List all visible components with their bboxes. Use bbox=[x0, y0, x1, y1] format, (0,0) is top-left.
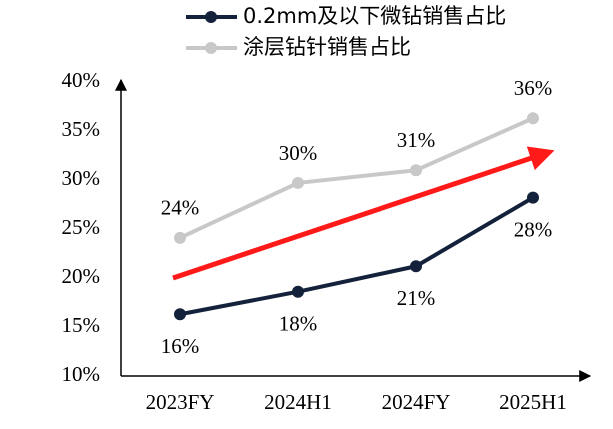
legend-label-1: 0.2mm及以下微钻销售占比 bbox=[243, 4, 506, 28]
data-label-series-1: 21% bbox=[397, 286, 436, 310]
data-label-series-1: 28% bbox=[514, 217, 553, 241]
data-point-series-1 bbox=[410, 260, 422, 273]
data-point-series-2 bbox=[410, 164, 422, 177]
y-tick-label: 10% bbox=[62, 362, 101, 386]
x-tick-label: 2024FY bbox=[382, 390, 451, 414]
series-line-2 bbox=[179, 116, 534, 240]
data-label-series-2: 30% bbox=[279, 141, 318, 165]
legend-label-2: 涂层钻针销售占比 bbox=[243, 35, 411, 59]
y-tick-label: 40% bbox=[62, 68, 101, 92]
x-tick-label: 2024H1 bbox=[264, 390, 332, 414]
data-point-series-1 bbox=[174, 308, 186, 321]
x-tick-label: 2023FY bbox=[146, 390, 215, 414]
x-tick-label: 2025H1 bbox=[499, 390, 567, 414]
data-point-series-2 bbox=[174, 231, 186, 244]
data-label-series-1: 16% bbox=[161, 334, 200, 358]
trend-arrow bbox=[172, 146, 555, 281]
y-tick-label: 30% bbox=[62, 166, 101, 190]
y-tick-label: 15% bbox=[62, 313, 101, 337]
y-tick-label: 25% bbox=[62, 215, 101, 239]
legend-swatch-marker-2 bbox=[205, 42, 217, 54]
data-point-series-1 bbox=[527, 191, 539, 204]
data-label-series-1: 18% bbox=[279, 312, 318, 336]
y-tick-label: 20% bbox=[62, 264, 101, 288]
data-label-series-2: 31% bbox=[397, 128, 436, 152]
data-point-series-1 bbox=[292, 285, 304, 298]
y-tick-label: 35% bbox=[62, 117, 101, 141]
data-label-series-2: 36% bbox=[514, 76, 553, 100]
series-line-1 bbox=[179, 195, 535, 317]
data-point-series-2 bbox=[527, 112, 539, 125]
data-label-series-2: 24% bbox=[161, 196, 200, 220]
legend-swatch-marker-1 bbox=[205, 11, 217, 23]
data-point-series-2 bbox=[292, 176, 304, 189]
